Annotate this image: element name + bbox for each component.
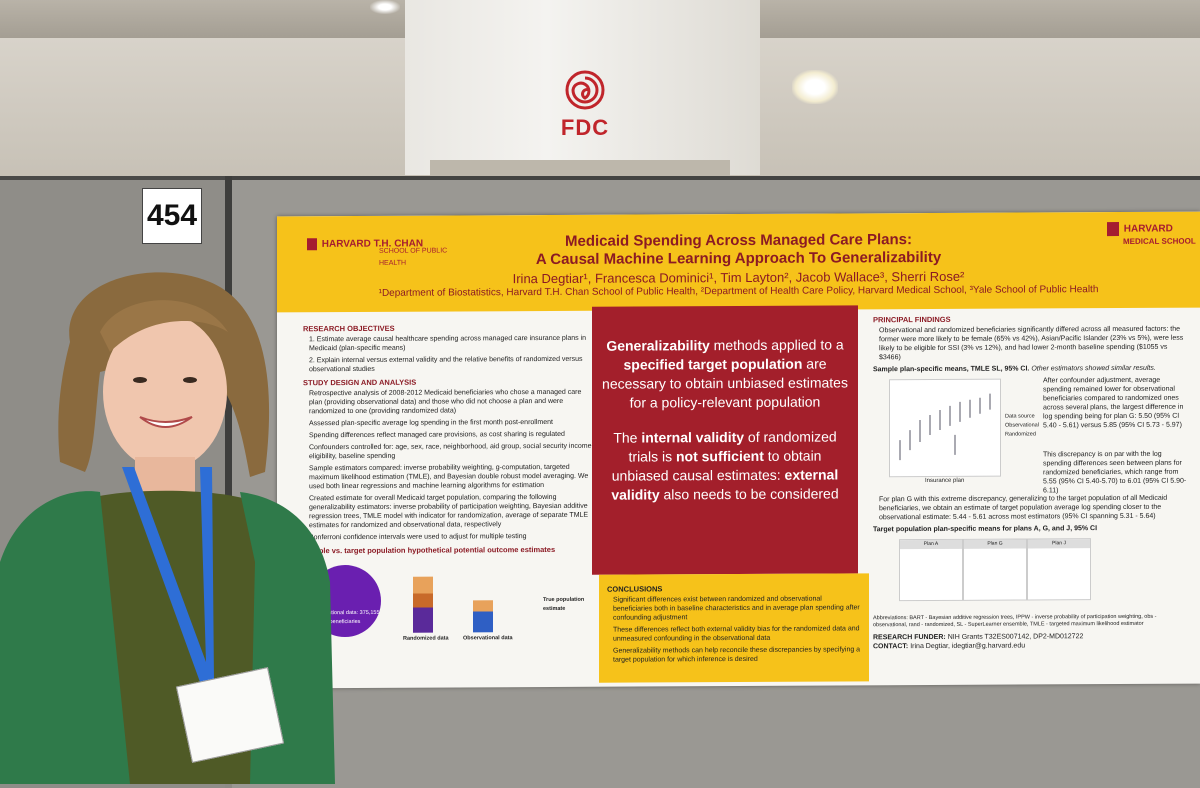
contact-text: Irina Degtiar, idegtiar@g.harvard.edu bbox=[910, 642, 1026, 651]
design-item: Assessed plan-specific average log spend… bbox=[309, 418, 553, 428]
poster-right-column: PRINCIPAL FINDINGS Observational and ran… bbox=[873, 310, 1191, 682]
chart1-xlabel: Insurance plan bbox=[925, 477, 965, 485]
figure-label: Observational data bbox=[463, 635, 513, 642]
panel-label: Plan A bbox=[900, 539, 962, 550]
design-item: Created estimate for overall Medicaid ta… bbox=[309, 493, 589, 530]
msg2-bold2: not sufficient bbox=[675, 447, 764, 465]
pillar bbox=[405, 0, 760, 175]
chart1-legend: Data source Observational Randomized bbox=[1005, 412, 1039, 439]
legend-title: Data source bbox=[1005, 413, 1035, 420]
chart1-svg bbox=[899, 393, 991, 461]
chart1-note: Other estimators showed similar results. bbox=[1031, 364, 1156, 373]
panel-label: Plan J bbox=[1028, 539, 1090, 549]
chart1-title: Sample plan-specific means, TMLE SL, 95%… bbox=[873, 365, 1030, 374]
finding-item: For plan G with this extreme discrepancy… bbox=[879, 494, 1168, 522]
design-item: Confounders controlled for: age, sex, ra… bbox=[309, 442, 592, 461]
msg1-bold2: specified target population bbox=[623, 355, 803, 373]
objective-item: 2. Explain internal versus external vali… bbox=[309, 355, 583, 374]
objective-item: 1. Estimate average causal healthcare sp… bbox=[309, 334, 587, 353]
objectives-heading: RESEARCH OBJECTIVES bbox=[303, 323, 395, 334]
figure-heading: Sample vs. target population hypothetica… bbox=[303, 544, 556, 556]
pillar-base bbox=[430, 160, 730, 176]
finding-item: Observational and randomized beneficiari… bbox=[879, 325, 1184, 362]
conclusion-item: These differences reflect both external … bbox=[613, 625, 860, 643]
panel-label: Plan G bbox=[964, 539, 1026, 549]
msg2-d: also needs to be considered bbox=[659, 485, 839, 503]
finding-item: This discrepancy is on par with the log … bbox=[1043, 450, 1187, 495]
chart2-heading: Target population plan-specific means fo… bbox=[873, 525, 1098, 534]
presenter-person bbox=[0, 272, 335, 784]
conclusion-item: Generalizability methods can help reconc… bbox=[613, 646, 861, 664]
msg2-a: The bbox=[613, 429, 642, 446]
conclusion-item: Significant differences exist between ra… bbox=[613, 595, 860, 622]
conclusions-box: CONCLUSIONS Significant differences exis… bbox=[599, 573, 869, 683]
booth-number-sign: 454 bbox=[142, 188, 202, 244]
chart2-panel: Plan G bbox=[963, 538, 1027, 601]
figure-label: Randomized data bbox=[403, 635, 449, 642]
funder-label: RESEARCH FUNDER: bbox=[873, 633, 946, 642]
abbreviations: Abbreviations: BART - Bayesian additive … bbox=[873, 613, 1157, 629]
booth-panel-frame bbox=[225, 176, 235, 784]
bar-observational bbox=[473, 600, 493, 633]
fdc-spiral-logo-icon bbox=[565, 70, 605, 110]
contact-line: CONTACT: Irina Degtiar, idegtiar@g.harva… bbox=[873, 641, 1191, 652]
msg1-a: methods applied to a bbox=[709, 336, 844, 354]
figure-label: True population estimate bbox=[543, 596, 585, 613]
design-item: Bonferroni confidence intervals were use… bbox=[309, 533, 527, 542]
ceiling-light bbox=[370, 0, 400, 14]
key-message-1: Generalizability methods applied to a sp… bbox=[602, 335, 848, 412]
msg2-bold: internal validity bbox=[641, 428, 745, 446]
conclusions-heading: CONCLUSIONS bbox=[607, 584, 663, 594]
finding-item: After confounder adjustment, average spe… bbox=[1043, 376, 1184, 430]
msg1-bold: Generalizability bbox=[606, 337, 710, 354]
funder-text: NIH Grants T32ES007142, DP2-MD012722 bbox=[947, 633, 1084, 641]
chart1-area: Insurance plan Data source Observational… bbox=[873, 376, 1191, 496]
bar-randomized bbox=[413, 576, 433, 633]
chart2-panel: Plan J bbox=[1027, 538, 1091, 601]
design-item: Retrospective analysis of 2008-2012 Medi… bbox=[309, 388, 582, 416]
chart1-plot bbox=[889, 378, 1001, 478]
chart2-panel: Plan A bbox=[899, 538, 963, 602]
findings-heading: PRINCIPAL FINDINGS bbox=[873, 314, 951, 325]
key-message-box: Generalizability methods applied to a sp… bbox=[592, 305, 858, 575]
design-item: Sample estimators compared: inverse prob… bbox=[309, 463, 589, 491]
legend-item: Randomized bbox=[1005, 431, 1036, 438]
chart2-area: Plan A Plan G Plan J bbox=[873, 536, 1191, 616]
wall-lamp bbox=[792, 70, 838, 104]
venue-sign-text: FDC bbox=[560, 115, 610, 140]
key-message-2: The internal validity of randomized tria… bbox=[602, 427, 848, 504]
poster-left-column: RESEARCH OBJECTIVES 1. Estimate average … bbox=[303, 319, 593, 685]
chart1-heading: Sample plan-specific means, TMLE SL, 95%… bbox=[873, 364, 1191, 375]
design-item: Spending differences reflect managed car… bbox=[309, 430, 565, 440]
hypothetical-estimates-figure: Observational data: 375,155 beneficiarie… bbox=[303, 556, 593, 648]
contact-label: CONTACT: bbox=[873, 643, 909, 651]
legend-item: Observational bbox=[1005, 422, 1039, 429]
design-heading: STUDY DESIGN AND ANALYSIS bbox=[303, 377, 417, 388]
research-poster: HARVARD T.H. CHAN SCHOOL OF PUBLIC HEALT… bbox=[277, 211, 1200, 689]
